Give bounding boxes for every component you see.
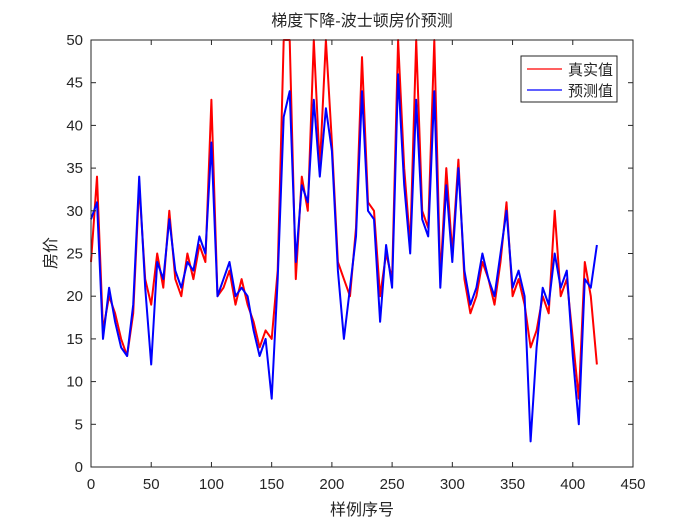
y-axis: 0 5 10 15 20 25 30 35 40 45 50 [66,32,633,476]
series-line-0 [90,39,598,400]
x-tick-label: 350 [500,476,525,493]
y-tick-label: 45 [66,75,83,92]
x-tick-label: 150 [259,476,284,493]
x-tick-label: 50 [143,476,160,493]
y-tick-label: 35 [66,160,83,177]
chart-title: 梯度下降-波士顿房价预测 [271,11,452,30]
x-axis: 0 50 100 150 200 250 300 350 400 450 [87,40,646,493]
x-tick-label: 0 [87,476,95,493]
x-tick-label: 300 [440,476,465,493]
series-lines [90,39,598,443]
x-tick-label: 100 [199,476,224,493]
y-tick-label: 25 [66,246,83,263]
legend-box [520,55,618,103]
y-tick-label: 30 [66,203,83,220]
y-axis-label: 房价 [41,237,60,269]
x-tick-label: 250 [380,476,405,493]
legend-label-pred: 预测值 [568,82,613,100]
x-tick-label: 200 [319,476,344,493]
y-tick-label: 0 [75,459,83,476]
y-tick-label: 50 [66,32,83,49]
y-tick-label: 20 [66,288,83,305]
y-tick-label: 15 [66,331,83,348]
y-tick-label: 5 [75,416,83,433]
x-tick-label: 400 [560,476,585,493]
y-tick-label: 10 [66,374,83,391]
x-axis-label: 样例序号 [330,500,394,519]
legend-label-true: 真实值 [568,61,613,79]
legend: 真实值 预测值 [520,55,618,103]
series-line-1 [90,73,598,443]
x-tick-label: 450 [620,476,645,493]
y-tick-label: 40 [66,117,83,134]
